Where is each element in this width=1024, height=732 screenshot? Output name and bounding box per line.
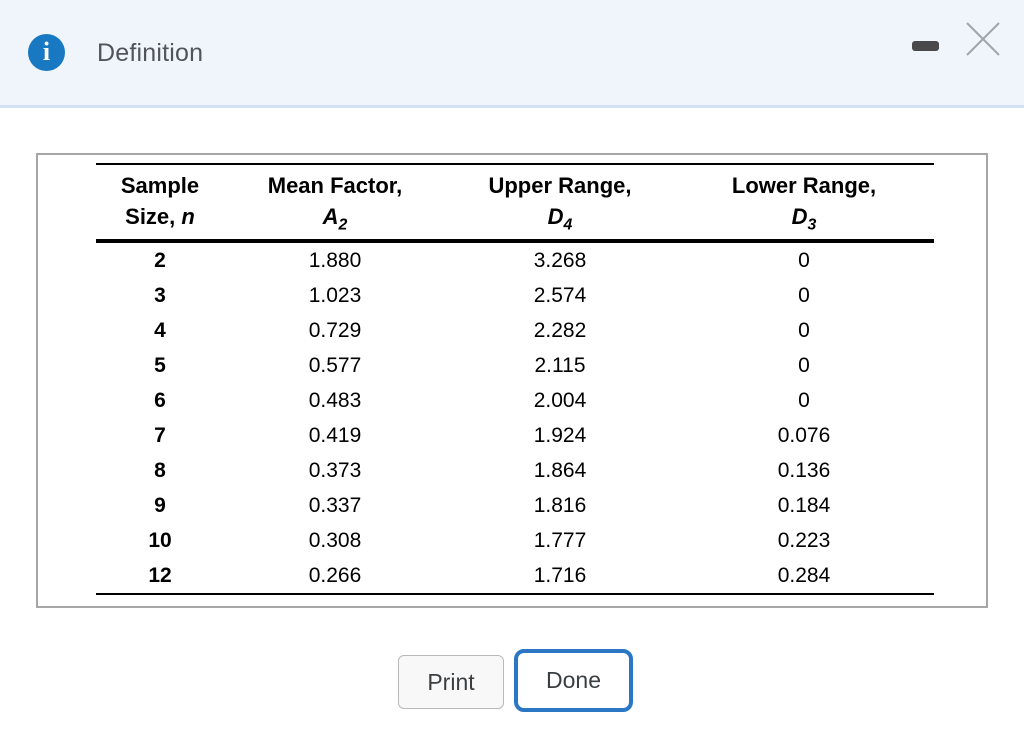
table-cell: 0.184: [777, 493, 831, 517]
table-cell: 2.004: [533, 388, 587, 412]
table-cell: 1.864: [533, 458, 587, 482]
table-cell: 0.729: [308, 318, 362, 342]
table-cell: 0.337: [308, 493, 362, 517]
minimize-icon[interactable]: [912, 41, 939, 51]
table-cell: 0.266: [224, 558, 446, 595]
dialog-title: Definition: [97, 39, 204, 67]
table-row: 12 0.266 1.716 0.284: [96, 558, 934, 595]
print-button[interactable]: Print: [398, 655, 504, 709]
table-cell: 2.282: [533, 318, 587, 342]
factors-table-panel: Sample Size, n Mean Factor, A2 Upper Ran…: [36, 153, 988, 608]
table-cell: 1.716: [446, 558, 674, 595]
table-cell: 0.483: [308, 388, 362, 412]
table-cell: 0: [798, 248, 810, 272]
table-row: 9 0.337 1.816 0.184: [96, 488, 934, 523]
table-cell: 0: [798, 388, 810, 412]
table-cell: 0.076: [777, 423, 831, 447]
table-body: 2 1.880 3.268 0 3 1.023 2.574 0 4 0.729 2.282 0 5 0.5…: [96, 241, 934, 595]
table-header-row: Sample Size, n Mean Factor, A2 Upper Ran…: [96, 163, 934, 243]
info-icon: i: [28, 34, 65, 71]
done-button[interactable]: Done: [514, 649, 633, 712]
table-row: 8 0.373 1.864 0.136: [96, 453, 934, 488]
table-cell: 0.136: [777, 458, 831, 482]
table-cell: 6: [154, 388, 166, 412]
table-row: 7 0.419 1.924 0.076: [96, 418, 934, 453]
table-row: 10 0.308 1.777 0.223: [96, 523, 934, 558]
table-cell: 3: [154, 283, 166, 307]
table-cell: 0.284: [674, 558, 934, 595]
table-cell: 2.574: [533, 283, 587, 307]
dialog-header: i Definition: [0, 0, 1024, 108]
column-header-mean-factor: Mean Factor, A2: [224, 163, 446, 243]
table-cell: 4: [154, 318, 166, 342]
table-cell: 9: [154, 493, 166, 517]
table-cell: 7: [154, 423, 166, 447]
table-cell: 0.373: [308, 458, 362, 482]
table-cell: 1.924: [533, 423, 587, 447]
table-cell: 0.577: [308, 353, 362, 377]
table-cell: 12: [96, 558, 224, 595]
table-cell: 1.777: [533, 528, 587, 552]
column-header-sample-size: Sample Size, n: [96, 163, 224, 243]
table-cell: 0: [798, 353, 810, 377]
table-cell: 0: [798, 318, 810, 342]
table-cell: 0: [798, 283, 810, 307]
table-cell: 0.308: [308, 528, 362, 552]
table-cell: 5: [154, 353, 166, 377]
table-row: 5 0.577 2.115 0: [96, 348, 934, 383]
table-cell: 0.419: [308, 423, 362, 447]
column-header-lower-range: Lower Range, D3: [674, 163, 934, 243]
table-cell: 3.268: [533, 248, 587, 272]
table-cell: 2: [154, 248, 166, 272]
table-row: 2 1.880 3.268 0: [96, 241, 934, 278]
close-icon[interactable]: [960, 16, 1006, 62]
table-cell: 0.223: [777, 528, 831, 552]
table-cell: 1.816: [533, 493, 587, 517]
table-cell: 8: [154, 458, 166, 482]
table-row: 6 0.483 2.004 0: [96, 383, 934, 418]
table-row: 4 0.729 2.282 0: [96, 313, 934, 348]
table-cell: 1.880: [308, 248, 362, 272]
table-cell: 1.023: [308, 283, 362, 307]
table-cell: 10: [148, 528, 172, 552]
table-row: 3 1.023 2.574 0: [96, 278, 934, 313]
table-cell: 2.115: [534, 353, 586, 377]
control-chart-factors-table: Sample Size, n Mean Factor, A2 Upper Ran…: [96, 163, 934, 595]
column-header-upper-range: Upper Range, D4: [446, 163, 674, 243]
